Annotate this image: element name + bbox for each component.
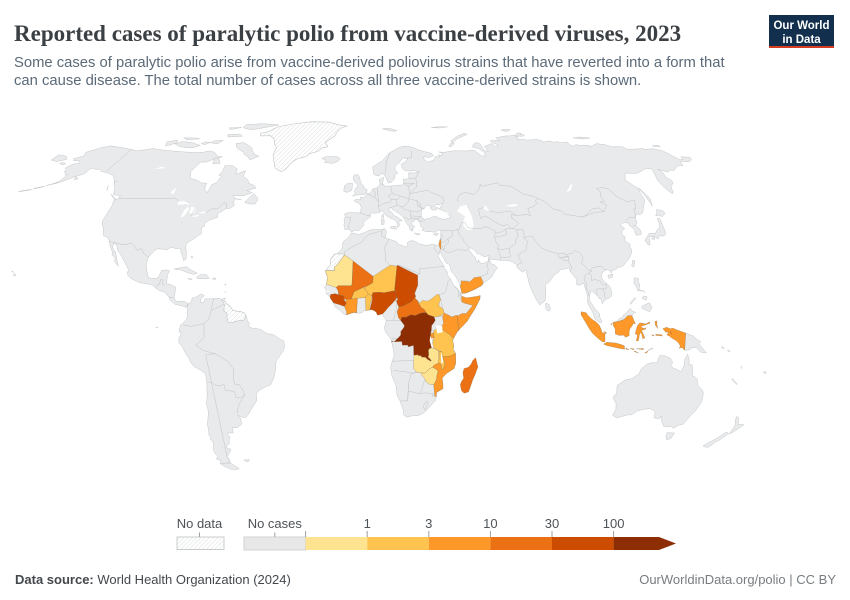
svg-text:3: 3 (425, 516, 432, 531)
svg-text:30: 30 (545, 516, 559, 531)
svg-text:1: 1 (364, 516, 371, 531)
svg-text:10: 10 (483, 516, 497, 531)
svg-text:100: 100 (603, 516, 625, 531)
svg-text:No cases: No cases (248, 516, 303, 531)
svg-text:No data: No data (177, 516, 223, 531)
